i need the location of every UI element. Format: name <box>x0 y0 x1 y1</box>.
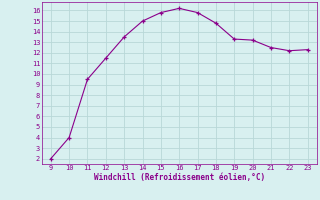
X-axis label: Windchill (Refroidissement éolien,°C): Windchill (Refroidissement éolien,°C) <box>94 173 265 182</box>
